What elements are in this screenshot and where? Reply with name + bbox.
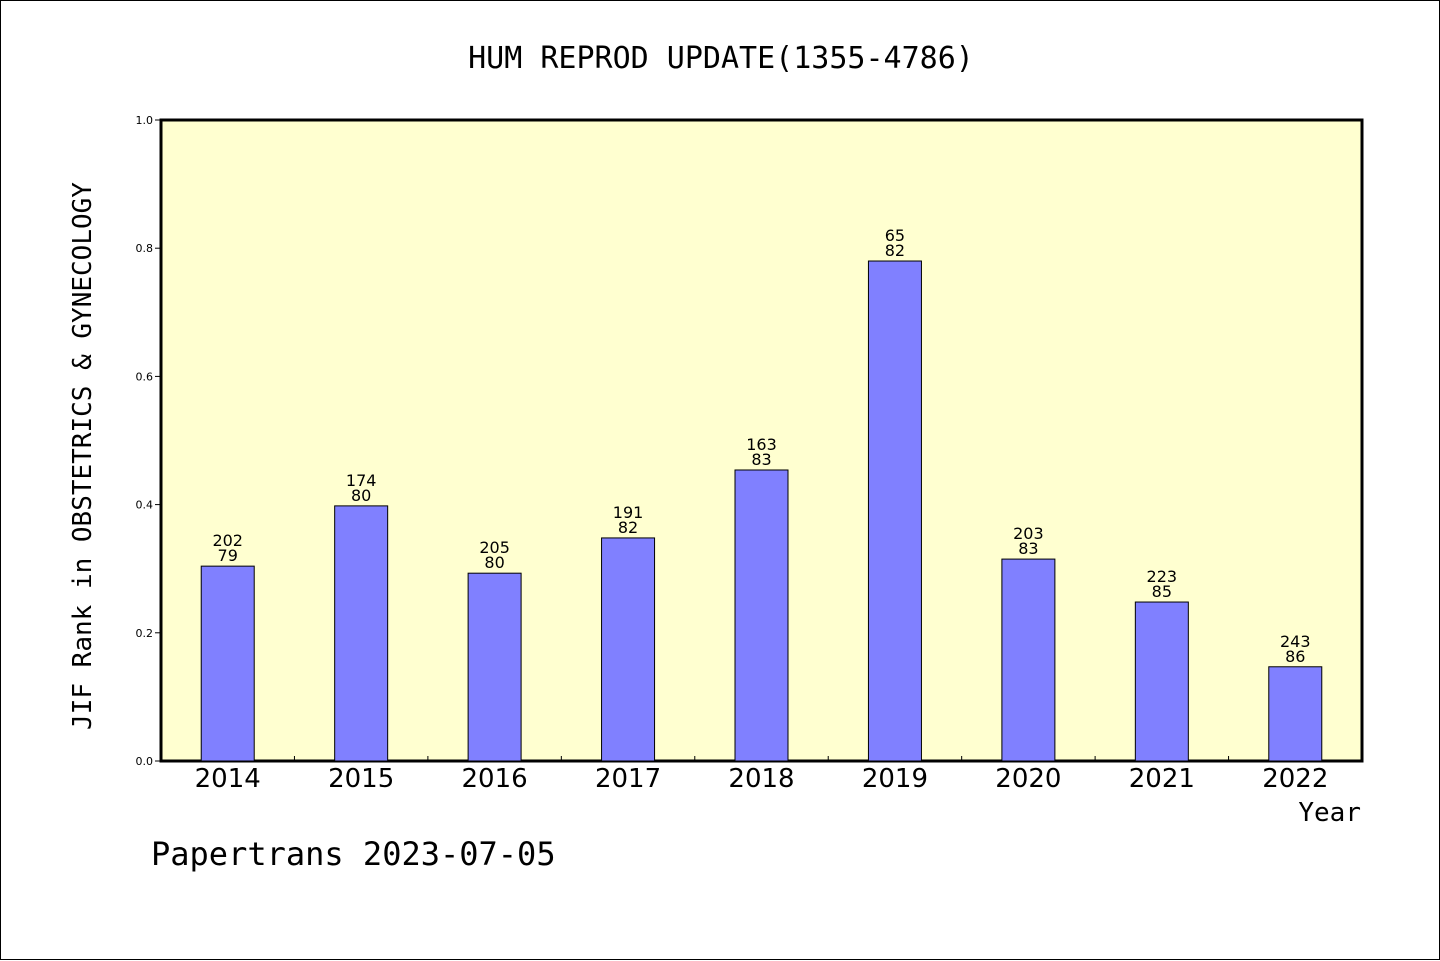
bar-label-rank: 202 xyxy=(212,531,243,550)
x-tick-label: 2022 xyxy=(1262,764,1328,794)
bar-2022 xyxy=(1268,666,1323,762)
bar-label-rank: 243 xyxy=(1280,632,1311,651)
x-tick-label: 2015 xyxy=(328,764,394,794)
x-axis-label: Year xyxy=(1298,798,1361,828)
y-tick-label: 0.2 xyxy=(136,627,154,640)
bar-label-total: 83 xyxy=(751,450,771,469)
bar-2016 xyxy=(467,572,522,762)
y-tick-label: 0.4 xyxy=(136,499,154,512)
x-axis: 2014 2015 2016 2017 2018 2019 2020 2021 2022 xyxy=(195,756,1328,794)
bar-label-total: 83 xyxy=(1018,539,1038,558)
x-tick-label: 2017 xyxy=(595,764,661,794)
bar-label-total: 86 xyxy=(1285,647,1305,666)
y-axis: 0.0 0.2 0.4 0.6 0.8 1.0 xyxy=(136,114,161,768)
bar-label-rank: 203 xyxy=(1013,524,1044,543)
bar-label-rank: 65 xyxy=(885,226,905,245)
bar-label-total: 82 xyxy=(885,241,905,260)
bar-2014 xyxy=(200,565,255,762)
x-tick-label: 2020 xyxy=(995,764,1061,794)
bar-label-rank: 223 xyxy=(1147,567,1178,586)
y-tick-label: 0.8 xyxy=(136,242,154,255)
bar-label-rank: 163 xyxy=(746,435,777,454)
x-tick-label: 2018 xyxy=(728,764,794,794)
bar-label-rank: 191 xyxy=(613,503,644,522)
bar-2018 xyxy=(734,469,789,762)
bar-label-total: 85 xyxy=(1152,582,1172,601)
bar-label-total: 80 xyxy=(351,486,371,505)
bar-2019 xyxy=(867,260,922,762)
bar-2017 xyxy=(601,537,656,762)
bar-label-total: 82 xyxy=(618,518,638,537)
x-tick-label: 2021 xyxy=(1129,764,1195,794)
bar-label-rank: 205 xyxy=(479,538,510,557)
y-axis-label: JIF Rank in OBSTETRICS & GYNECOLOGY xyxy=(68,182,98,730)
x-tick-label: 2014 xyxy=(195,764,261,794)
bar-2021 xyxy=(1134,601,1189,762)
y-tick-label: 0.6 xyxy=(136,370,154,383)
x-tick-label: 2016 xyxy=(462,764,528,794)
bar-label-total: 79 xyxy=(218,546,238,565)
chart-title: HUM REPROD UPDATE(1355-4786) xyxy=(468,41,974,76)
x-tick-label: 2019 xyxy=(862,764,928,794)
bar-2020 xyxy=(1001,558,1056,762)
bars: 2027917480205801918216383658220383223852… xyxy=(200,226,1323,762)
bar-label-rank: 174 xyxy=(346,471,377,490)
bar-2015 xyxy=(334,505,389,762)
footer-credit: Papertrans 2023-07-05 xyxy=(151,835,556,873)
y-tick-label: 0.0 xyxy=(136,755,154,768)
y-tick-label: 1.0 xyxy=(136,114,154,127)
bar-label-total: 80 xyxy=(484,553,504,572)
